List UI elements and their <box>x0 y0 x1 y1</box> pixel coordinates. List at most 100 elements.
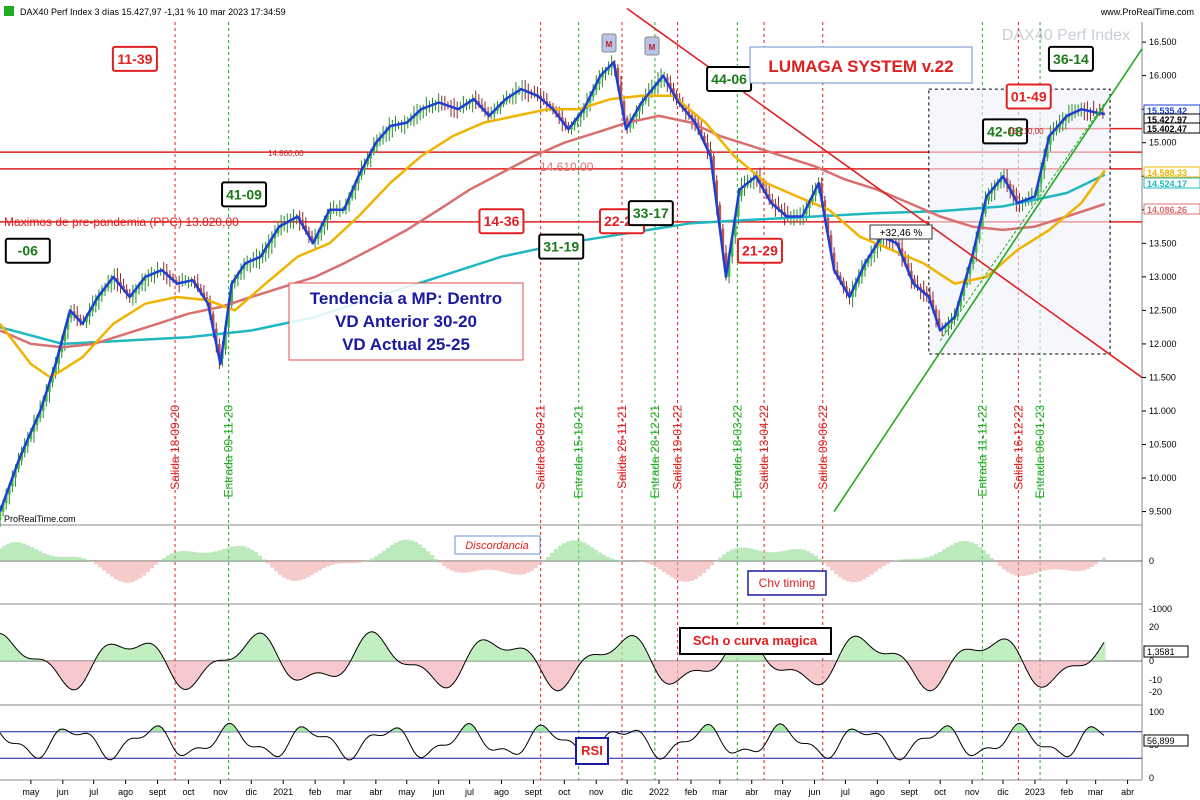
candle-body <box>764 188 768 195</box>
candle-body <box>202 292 206 298</box>
candle-body <box>214 328 218 344</box>
discordancia-box <box>454 535 541 555</box>
x-tick-label: oct <box>558 787 571 797</box>
signal-label: Entrada 11-11-22 <box>975 405 989 497</box>
candle-body <box>66 318 70 330</box>
signal-box-label: 21-29 <box>742 243 778 259</box>
rsi-label: RSI <box>581 743 603 758</box>
x-tick-label: dic <box>621 787 633 797</box>
candle-body <box>851 290 854 297</box>
y-tick-label: 10.000 <box>1149 473 1177 483</box>
candle-body <box>329 209 332 214</box>
candle-body <box>588 96 592 103</box>
signal-box <box>1047 45 1094 72</box>
system-box <box>749 46 973 84</box>
candle-body <box>360 170 363 177</box>
series-price <box>0 60 1106 513</box>
signal-label: Salida 19-01-22 <box>671 405 685 490</box>
ind2-value: 1,3581 <box>1147 647 1175 657</box>
x-tick-label: jul <box>840 787 850 797</box>
candle-body <box>350 190 354 198</box>
candle-body <box>712 156 715 181</box>
trendline <box>939 102 1106 341</box>
signal-box-label: 41-09 <box>226 186 262 202</box>
price-tag-label: 14.588,33 <box>1147 168 1187 178</box>
rsi-value: 56,899 <box>1147 736 1175 746</box>
candle-body <box>724 252 728 277</box>
candle-body <box>211 313 215 329</box>
y-tick-label: 16.500 <box>1149 37 1177 47</box>
candle-body <box>196 283 200 289</box>
candle-body <box>32 425 36 433</box>
candle-body <box>1045 144 1049 158</box>
candle-body <box>866 258 870 264</box>
x-tick-label: ago <box>870 787 885 797</box>
rsi-tick-label: 100 <box>1149 707 1164 717</box>
candle-body <box>845 286 848 292</box>
candle-body <box>1015 195 1018 202</box>
candle-body <box>669 82 672 89</box>
signal-label: Salida 16-12-22 <box>1011 405 1025 490</box>
candle-body <box>353 183 357 191</box>
sch-label: SCh o curva magica <box>693 633 818 648</box>
y-tick-label: 12.000 <box>1149 339 1177 349</box>
candle-body <box>968 263 972 275</box>
candle-body <box>876 243 879 249</box>
trend-line-3: VD Actual 25-25 <box>342 335 470 354</box>
price-tag <box>1143 122 1200 134</box>
candle-body <box>616 67 620 85</box>
y-tick-label: 11.500 <box>1149 372 1176 382</box>
candle-body <box>758 178 762 184</box>
candle-body <box>199 288 203 293</box>
candle-body <box>233 278 237 284</box>
candle-body <box>357 176 360 184</box>
y-tick-label: 11.000 <box>1149 406 1176 416</box>
candle-body <box>733 216 737 237</box>
y-tick-label: 13.500 <box>1149 238 1177 248</box>
candle-body <box>981 213 984 227</box>
signal-lines: Salida 18-09-20 Entrada 09-11-20 Salida 08… <box>168 22 1047 780</box>
x-tick-label: mar <box>1088 787 1104 797</box>
candle-body <box>632 116 635 123</box>
y-tick-label: 16.000 <box>1149 71 1177 81</box>
candle-body <box>54 364 57 374</box>
price-tag-label: 15.427,97 <box>1147 115 1187 125</box>
rsi-tick-label: 0 <box>1149 773 1154 783</box>
candle-body <box>363 164 366 171</box>
candle-body <box>703 136 706 143</box>
candle-body <box>665 77 669 83</box>
candle-body <box>814 189 817 196</box>
signal-box-label: 44-06 <box>711 71 747 87</box>
system-title: LUMAGA SYSTEM v.22 <box>768 57 953 76</box>
ind2-tick-label: 0 <box>1149 656 1154 666</box>
signal-label: Entrada 28-12-21 <box>648 405 662 499</box>
candle-body <box>7 486 11 495</box>
candle-body <box>709 149 712 157</box>
candle-body <box>937 318 941 328</box>
candle-body <box>264 248 267 254</box>
candle-body <box>829 235 833 253</box>
candle-body <box>1042 157 1046 171</box>
candle-body <box>638 106 641 112</box>
x-tick-label: may <box>398 787 416 797</box>
x-tick-label: nov <box>213 787 228 797</box>
trend-box <box>288 282 524 361</box>
brand-label: www.ProRealTime.com <box>1100 7 1194 17</box>
candle-body <box>906 263 910 271</box>
candle-body <box>1039 170 1043 184</box>
signal-label: Entrada 06-01-23 <box>1033 405 1047 499</box>
price-tag-label: 14.524,17 <box>1147 179 1187 189</box>
candle-body <box>307 230 311 237</box>
candle-body <box>727 256 731 277</box>
candle-body <box>971 252 975 264</box>
candle-body <box>218 343 221 360</box>
candle-body <box>869 253 873 259</box>
candle-body <box>699 129 703 137</box>
candle-body <box>718 204 722 229</box>
price-tag <box>1143 166 1200 178</box>
level-14610-label: 14.610,00 <box>540 160 594 174</box>
percent-label: +32,46 % <box>880 228 923 239</box>
candle-body <box>14 469 17 478</box>
candle-body <box>931 300 935 310</box>
